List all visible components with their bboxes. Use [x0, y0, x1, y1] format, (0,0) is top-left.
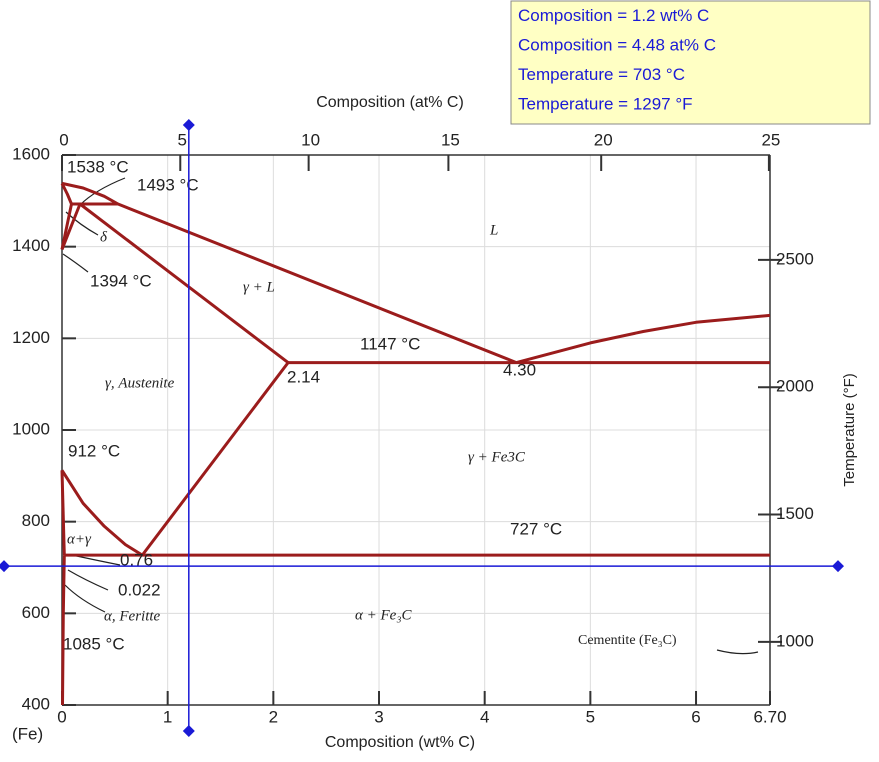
annotation: 912 °C [68, 441, 120, 460]
annotation: α + Fe₃C [355, 607, 413, 623]
x-tick-label: 1 [163, 707, 172, 726]
cursor-handle[interactable] [832, 560, 844, 573]
arrow [79, 177, 126, 206]
top-tick-label: 10 [301, 130, 320, 149]
top-tick-label: 20 [594, 130, 613, 149]
annotation: α+γ [67, 531, 92, 547]
top-axis-title: Composition (at% C) [316, 94, 464, 111]
top-tick-label: 15 [441, 130, 460, 149]
info-box-bg [510, 0, 871, 125]
right-tick-label: 1500 [776, 504, 814, 523]
arrow [67, 569, 109, 591]
annotation: Cementite (Fe₃C) [578, 633, 677, 648]
right-tick-label: 1000 [776, 631, 814, 650]
annotation: 2.14 [287, 367, 320, 386]
annotation: γ + L [243, 279, 275, 295]
phase-boundary [60, 470, 66, 556]
y-tick-label: 1400 [12, 236, 50, 255]
info-line: Composition = 1.2 wt% C [518, 6, 709, 25]
info-unit: at% C [665, 36, 716, 55]
info-label: Composition = [518, 36, 627, 55]
annotation: 1147 °C [360, 334, 420, 353]
annotation: α, Feritte [104, 608, 161, 624]
annotation: L [489, 222, 498, 238]
info-label: Temperature = [518, 95, 628, 114]
cursor-handle[interactable] [182, 725, 195, 737]
right-tick-label: 2500 [776, 249, 814, 268]
phase-boundary [79, 202, 290, 364]
top-tick-label: 0 [59, 130, 68, 149]
y-tick-label: 400 [22, 694, 50, 713]
right-axis-title: Temperature (°F) [841, 373, 858, 487]
info-line: Composition = 4.48 at% C [518, 36, 716, 55]
annotation: 4.30 [503, 360, 536, 379]
annotation: 1394 °C [90, 271, 152, 290]
info-unit: wt% C [656, 6, 710, 25]
top-tick-label: 5 [178, 130, 187, 149]
annotation: 1085 °C [63, 634, 125, 653]
y-tick-label: 1000 [12, 419, 50, 438]
y-tick-label: 800 [22, 511, 50, 530]
y-tick-label: 1200 [12, 328, 50, 347]
annotation: 0.022 [118, 580, 161, 599]
info-label: Composition = [518, 6, 627, 25]
x-axis-title: Composition (wt% C) [325, 734, 475, 751]
info-unit: °F [671, 95, 693, 114]
phase-boundary [60, 182, 73, 205]
y-tick-label: 1600 [12, 144, 50, 163]
x-tick-label: 3 [374, 707, 383, 726]
x-tick-label: 6 [691, 707, 700, 726]
annotation: 0.76 [120, 550, 153, 569]
x-tick-label: 6.70 [753, 707, 786, 726]
info-value: 1.2 [627, 6, 655, 25]
info-line: Temperature = 1297 °F [518, 95, 693, 114]
cursor-handle[interactable] [0, 560, 10, 573]
cursor-handle[interactable] [182, 119, 195, 131]
x-tick-label: 0 [57, 707, 66, 726]
phase-boundary [60, 469, 144, 557]
annotation: δ [100, 229, 108, 245]
x-tick-label: 4 [480, 707, 489, 726]
phase-boundary [141, 361, 290, 557]
info-value: 1297 [628, 95, 671, 114]
arrow [716, 649, 759, 655]
phase-boundary [61, 555, 66, 706]
annotation: 727 °C [510, 519, 562, 538]
info-unit: °C [661, 65, 685, 84]
annotation: γ + Fe3C [468, 449, 526, 465]
phase-boundary [60, 203, 82, 250]
arrow [62, 253, 89, 273]
info-line: Temperature = 703 °C [518, 65, 685, 84]
top-tick-label: 25 [761, 130, 780, 149]
right-tick-label: 2000 [776, 377, 814, 396]
arrow [64, 584, 106, 613]
phase-boundary [61, 181, 517, 364]
annotation: 1493 °C [137, 175, 199, 194]
x-tick-label: 2 [269, 707, 278, 726]
annotation: γ, Austenite [105, 375, 175, 391]
info-label: Temperature = [518, 65, 628, 84]
phase-boundary [516, 313, 771, 365]
info-value: 703 [628, 65, 661, 84]
y-tick-label: 600 [22, 603, 50, 622]
info-value: 4.48 [627, 36, 665, 55]
annotation: 1538 °C [67, 157, 129, 176]
origin-label: (Fe) [12, 724, 43, 743]
x-tick-label: 5 [586, 707, 595, 726]
